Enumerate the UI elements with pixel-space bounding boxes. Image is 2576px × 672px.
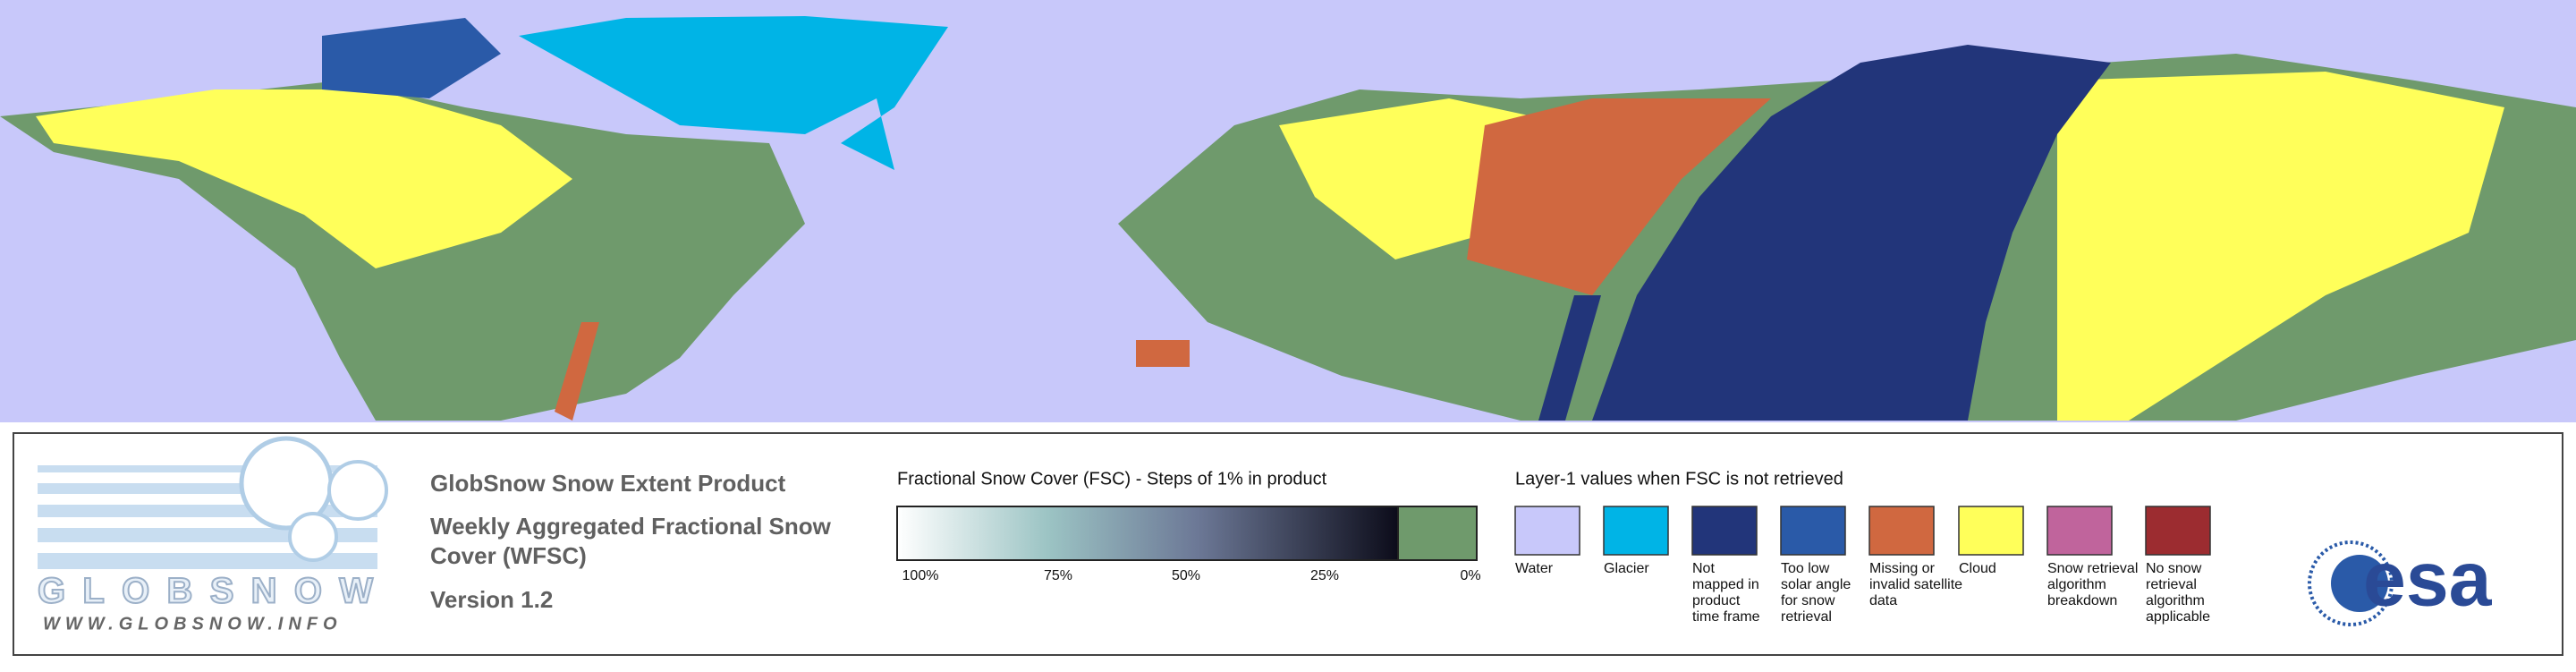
fsc-gradient — [896, 506, 1399, 561]
logo-url: WWW.GLOBSNOW.INFO — [43, 614, 343, 634]
layer-label: Water — [1515, 561, 1554, 576]
fsc-title: Fractional Snow Cover (FSC) - Steps of 1… — [897, 469, 1327, 489]
layer-label: Missing or — [1869, 561, 1936, 576]
esa-logo: esa — [2308, 537, 2493, 626]
layer-label: retrieval — [1781, 609, 1832, 625]
layer-swatch — [1691, 506, 1758, 556]
layer-swatch — [1780, 506, 1846, 556]
layer-label: mapped in — [1692, 577, 1759, 592]
fsc-tick-label: 0% — [1460, 568, 1480, 583]
layer-swatch — [2046, 506, 2113, 556]
layer-title: Layer-1 values when FSC is not retrieved — [1515, 469, 1843, 489]
layer-swatch — [1514, 506, 1580, 556]
layer-label: solar angle — [1781, 577, 1851, 592]
product-title: GlobSnow Snow Extent Product — [430, 470, 786, 497]
layer-swatch — [1958, 506, 2024, 556]
layer-label: applicable — [2146, 609, 2210, 625]
product-subtitle: Cover (WFSC) — [430, 542, 587, 569]
layer-swatch — [2145, 506, 2211, 556]
layer-label: product — [1692, 593, 1741, 608]
no-snow-swatch — [1397, 506, 1478, 561]
fsc-tick-label: 25% — [1310, 568, 1339, 583]
product-subtitle: Weekly Aggregated Fractional Snow — [430, 513, 832, 540]
layer-label: invalid satellite — [1869, 577, 1962, 592]
layer-label: Not — [1692, 561, 1715, 576]
layer-label: algorithm — [2146, 593, 2205, 608]
layer-label: No snow — [2146, 561, 2202, 576]
snow-map — [0, 0, 2576, 422]
layer-swatch — [1603, 506, 1669, 556]
layer-label: Too low — [1781, 561, 1830, 576]
fsc-tick-label: 75% — [1044, 568, 1072, 583]
layer-label: breakdown — [2047, 593, 2117, 608]
layer-label: retrieval — [2146, 577, 2197, 592]
layer-label: Snow retrieval — [2047, 561, 2138, 576]
layer-label: time frame — [1692, 609, 1760, 625]
fsc-tick-label: 50% — [1172, 568, 1200, 583]
layer-swatch — [1868, 506, 1935, 556]
layer-label: algorithm — [2047, 577, 2106, 592]
layer-label: data — [1869, 593, 1897, 608]
product-version: Version 1.2 — [430, 586, 553, 613]
agency-name: esa — [2363, 537, 2493, 623]
layer-label: for snow — [1781, 593, 1835, 608]
layer-label: Cloud — [1959, 561, 1996, 576]
fsc-tick-label: 100% — [902, 568, 939, 583]
layer-label: Glacier — [1604, 561, 1649, 576]
